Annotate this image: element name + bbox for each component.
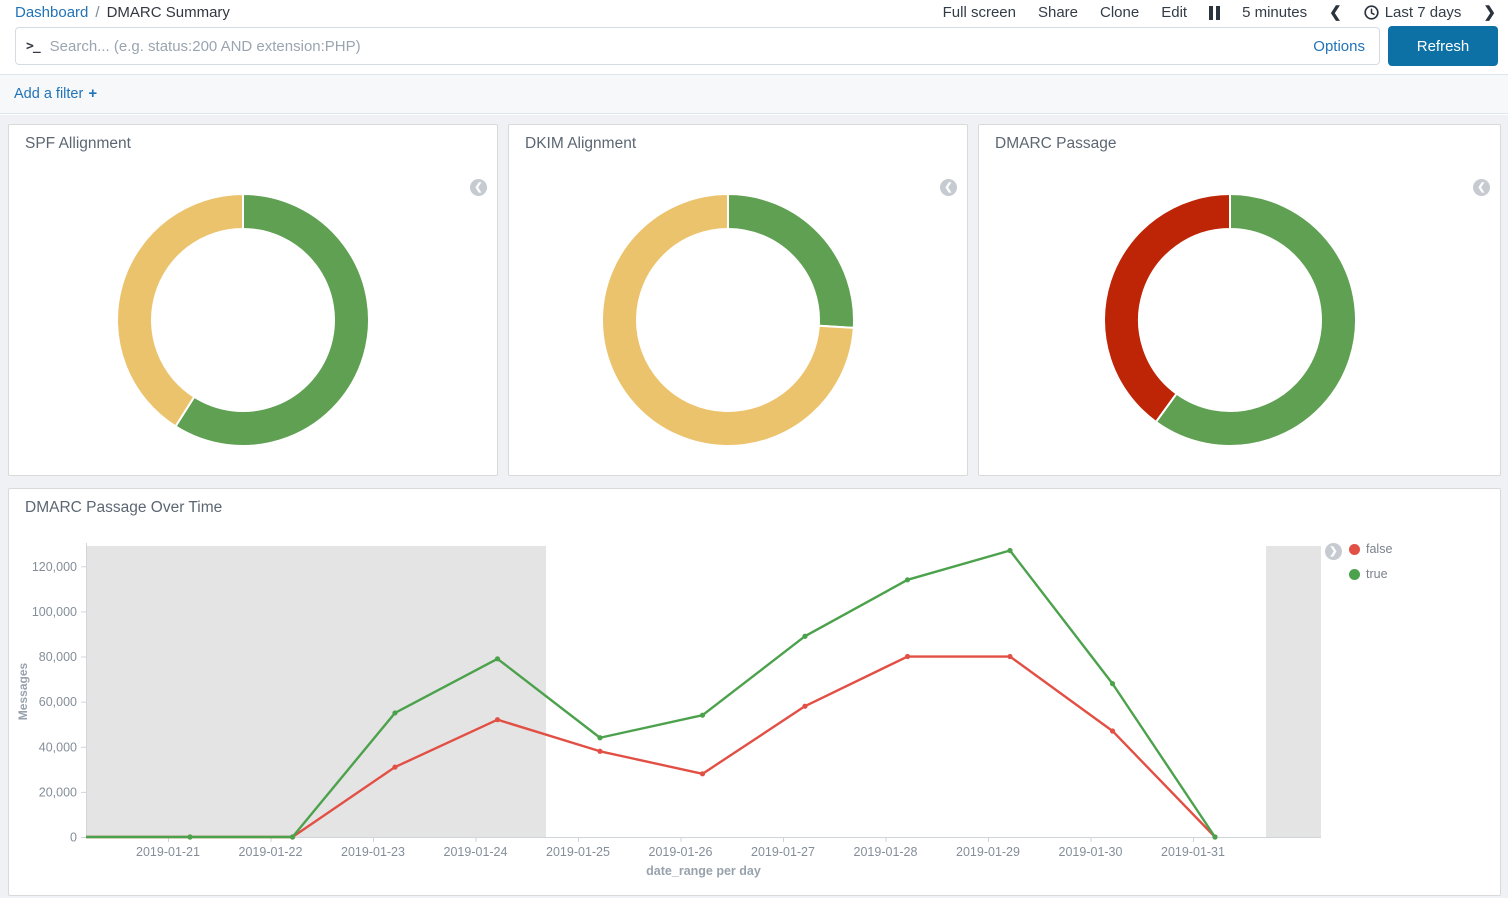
refresh-interval-button[interactable]: 5 minutes xyxy=(1242,4,1307,21)
svg-text:2019-01-25: 2019-01-25 xyxy=(546,845,610,859)
legend-toggle-button[interactable]: ❮ xyxy=(1473,179,1490,196)
y-axis-labels: 0 20,000 40,000 60,000 80,000 100,000 120,000 xyxy=(32,560,86,845)
spf-donut-chart xyxy=(9,125,497,475)
legend-toggle-button[interactable]: ❮ xyxy=(940,179,957,196)
chart-legend: false true xyxy=(1349,542,1392,581)
dmarc-donut-chart xyxy=(979,125,1500,475)
donut-segment-green[interactable] xyxy=(728,194,854,328)
svg-text:2019-01-21: 2019-01-21 xyxy=(136,845,200,859)
query-bar: >_ Options xyxy=(15,27,1380,65)
panel-title: DMARC Passage xyxy=(995,135,1116,153)
donut-segment-red[interactable] xyxy=(1104,194,1230,422)
svg-text:40,000: 40,000 xyxy=(39,740,77,754)
svg-text:2019-01-28: 2019-01-28 xyxy=(854,845,918,859)
filter-bar: Add a filter+ xyxy=(0,74,1508,114)
svg-text:80,000: 80,000 xyxy=(39,650,77,664)
donut-segment-yellow[interactable] xyxy=(117,194,243,426)
top-nav: Dashboard / DMARC Summary Full screen Shar… xyxy=(0,0,1508,26)
dmarc-over-time-line-chart: 0 20,000 40,000 60,000 80,000 100,000 120,000 2… xyxy=(9,489,1500,895)
time-range-button[interactable]: Last 7 days xyxy=(1364,4,1462,21)
pause-icon[interactable] xyxy=(1209,6,1220,20)
search-input[interactable] xyxy=(50,38,1304,55)
svg-text:2019-01-24: 2019-01-24 xyxy=(444,845,508,859)
panel-spf-alignment: SPF Allignment ❮ xyxy=(8,124,498,476)
svg-text:120,000: 120,000 xyxy=(32,560,77,574)
dkim-donut-chart xyxy=(509,125,967,475)
top-menu: Full screen Share Clone Edit 5 minutes ❮… xyxy=(943,3,1496,21)
svg-text:2019-01-22: 2019-01-22 xyxy=(239,845,303,859)
svg-text:2019-01-23: 2019-01-23 xyxy=(341,845,405,859)
x-axis-title: date_range per day xyxy=(646,864,761,878)
svg-text:2019-01-31: 2019-01-31 xyxy=(1161,845,1225,859)
panel-dmarc-passage-over-time: DMARC Passage Over Time 0 20,000 40,000 60,… xyxy=(8,488,1501,896)
svg-text:20,000: 20,000 xyxy=(39,785,77,799)
time-next-chevron-icon[interactable]: ❯ xyxy=(1483,3,1496,21)
legend-label: true xyxy=(1366,567,1388,581)
svg-text:100,000: 100,000 xyxy=(32,605,77,619)
x-axis-labels: 2019-01-21 2019-01-22 2019-01-23 2019-01-24… xyxy=(136,837,1225,859)
time-range-shaded-region xyxy=(1266,546,1321,837)
page-title: DMARC Summary xyxy=(107,4,230,21)
options-link[interactable]: Options xyxy=(1313,38,1365,55)
svg-text:2019-01-26: 2019-01-26 xyxy=(649,845,713,859)
panel-title: DKIM Alignment xyxy=(525,135,636,153)
time-prev-chevron-icon[interactable]: ❮ xyxy=(1329,3,1342,21)
panel-dkim-alignment: DKIM Alignment ❮ xyxy=(508,124,968,476)
legend-item-false[interactable]: false xyxy=(1349,542,1392,556)
svg-text:2019-01-27: 2019-01-27 xyxy=(751,845,815,859)
legend-item-true[interactable]: true xyxy=(1349,567,1392,581)
legend-toggle-button[interactable]: ❮ xyxy=(470,179,487,196)
svg-text:0: 0 xyxy=(70,831,77,845)
breadcrumb-dashboard-link[interactable]: Dashboard xyxy=(15,4,88,21)
svg-text:2019-01-29: 2019-01-29 xyxy=(956,845,1020,859)
breadcrumb-separator: / xyxy=(95,4,99,21)
panel-dmarc-passage: DMARC Passage ❮ xyxy=(978,124,1501,476)
legend-dot-icon xyxy=(1349,569,1360,580)
full-screen-button[interactable]: Full screen xyxy=(943,4,1016,21)
clone-button[interactable]: Clone xyxy=(1100,4,1139,21)
legend-label: false xyxy=(1366,542,1392,556)
clock-icon xyxy=(1364,5,1379,20)
refresh-button[interactable]: Refresh xyxy=(1388,26,1498,66)
plus-icon: + xyxy=(88,85,97,102)
svg-text:60,000: 60,000 xyxy=(39,695,77,709)
panel-title: DMARC Passage Over Time xyxy=(25,499,222,517)
legend-dot-icon xyxy=(1349,544,1360,555)
legend-toggle-button[interactable]: ❯ xyxy=(1325,543,1342,560)
y-axis-title: Messages xyxy=(16,662,30,720)
search-prompt-icon: >_ xyxy=(26,39,40,54)
time-range-shaded-region xyxy=(86,546,546,837)
breadcrumb: Dashboard / DMARC Summary xyxy=(15,4,230,21)
add-filter-link[interactable]: Add a filter+ xyxy=(14,85,97,102)
panel-title: SPF Allignment xyxy=(25,135,131,153)
svg-text:2019-01-30: 2019-01-30 xyxy=(1059,845,1123,859)
kibana-dashboard-page: Dashboard / DMARC Summary Full screen Shar… xyxy=(0,0,1508,898)
share-button[interactable]: Share xyxy=(1038,4,1078,21)
edit-button[interactable]: Edit xyxy=(1161,4,1187,21)
